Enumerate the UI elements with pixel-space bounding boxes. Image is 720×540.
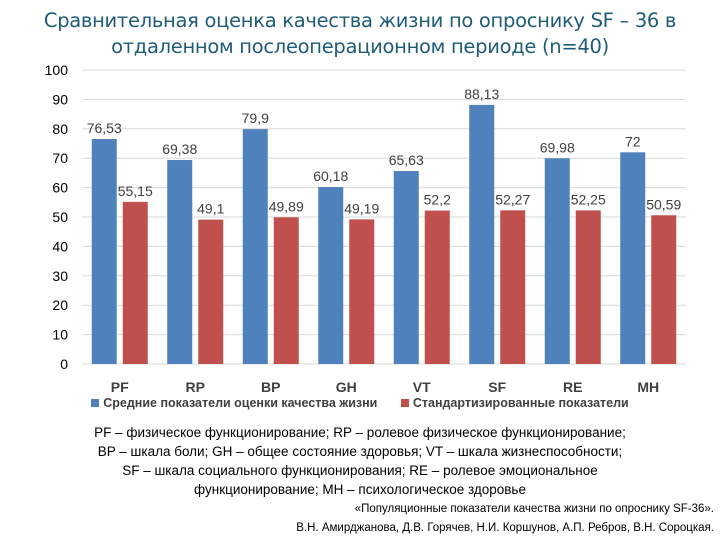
data-label: 52,25 — [571, 191, 606, 207]
description-line: функционирование; MH – психологическое з… — [194, 482, 526, 497]
bar-standard — [273, 217, 299, 364]
y-tick-label: 100 — [45, 62, 69, 78]
x-tick-label: GH — [336, 379, 357, 395]
legend-item-standard: Стандартизированные показатели — [400, 396, 629, 410]
bar-standard — [575, 210, 601, 364]
data-label: 49,1 — [197, 201, 224, 217]
legend-item-mean: Средние показатели оценки качества жизни — [91, 396, 377, 410]
data-label: 76,53 — [87, 120, 122, 136]
data-label: 60,18 — [313, 168, 348, 184]
reference-line: «Популяционные показатели качества жизни… — [354, 503, 714, 515]
data-label: 52,2 — [424, 192, 451, 208]
y-tick-label: 30 — [52, 268, 68, 284]
y-tick-label: 70 — [52, 150, 68, 166]
x-tick-label: MH — [637, 379, 659, 395]
bar-mean — [91, 139, 117, 364]
x-tick-label: VT — [413, 379, 431, 395]
reference: «Популяционные показатели качества жизни… — [296, 500, 714, 538]
bar-mean — [167, 160, 193, 364]
data-label: 49,89 — [269, 198, 304, 214]
data-label: 65,63 — [389, 152, 424, 168]
description-line: PF – физическое функционирование; RP – р… — [94, 425, 626, 440]
y-tick-label: 20 — [52, 297, 68, 313]
legend-swatch-blue — [91, 399, 100, 407]
bar-mean — [393, 171, 419, 364]
y-tick-label: 50 — [52, 209, 68, 225]
description-line: SF – шкала социального функционирования;… — [122, 463, 598, 478]
data-label: 55,15 — [118, 183, 153, 199]
y-tick-label: 60 — [52, 180, 68, 196]
y-tick-label: 0 — [60, 356, 68, 372]
bar-standard — [424, 210, 450, 364]
x-tick-label: RP — [186, 379, 205, 395]
bar-standard — [198, 219, 224, 364]
y-tick-label: 10 — [52, 327, 68, 343]
abbreviation-description: PF – физическое функционирование; RP – р… — [20, 423, 700, 499]
bar-mean — [469, 104, 495, 364]
data-label: 69,38 — [162, 141, 197, 157]
reference-line: В.Н. Амирджанова, Д.В. Горячев, Н.И. Кор… — [296, 522, 714, 534]
description-line: BP – шкала боли; GH – общее состояние зд… — [97, 444, 623, 459]
bar-standard — [122, 201, 148, 364]
data-label: 49,19 — [344, 200, 379, 216]
bar-mean — [620, 152, 646, 364]
x-tick-label: SF — [488, 379, 506, 395]
bar-mean — [544, 158, 570, 364]
data-label: 69,98 — [540, 139, 575, 155]
bar-mean — [242, 129, 268, 364]
data-label: 52,27 — [495, 191, 530, 207]
data-label: 88,13 — [464, 86, 499, 102]
y-tick-label: 90 — [52, 91, 68, 107]
y-tick-label: 80 — [52, 121, 68, 137]
bar-standard — [349, 219, 375, 364]
legend-label: Средние показатели оценки качества жизни — [103, 396, 378, 410]
legend-label: Стандартизированные показатели — [412, 396, 629, 410]
data-label: 50,59 — [646, 196, 681, 212]
legend-swatch-red — [400, 399, 409, 407]
y-tick-label: 40 — [52, 238, 68, 254]
x-tick-label: RE — [563, 379, 582, 395]
bar-standard — [500, 210, 526, 364]
chart-title: Сравнительная оценка качества жизни по о… — [43, 9, 677, 58]
data-label: 79,9 — [242, 110, 269, 126]
x-tick-label: PF — [111, 379, 129, 395]
bar-chart: 0 10 20 30 40 50 60 70 80 90 100 PF 76,53 55,15 RP 69,3… — [45, 62, 686, 395]
x-tick-label: BP — [261, 379, 280, 395]
bar-standard — [651, 215, 677, 364]
bar-mean — [318, 187, 344, 364]
legend: Средние показатели оценки качества жизни… — [0, 396, 720, 410]
data-label: 72 — [625, 133, 641, 149]
